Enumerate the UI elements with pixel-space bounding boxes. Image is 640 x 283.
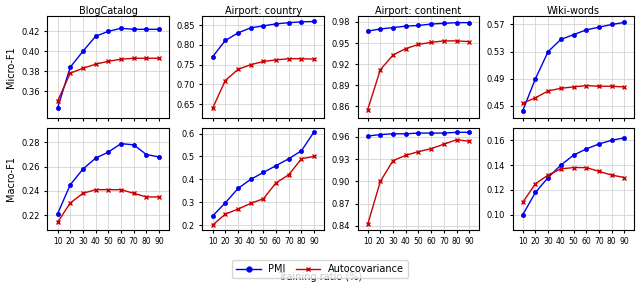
Text: Training ratio (%): Training ratio (%) xyxy=(278,272,362,282)
Title: BlogCatalog: BlogCatalog xyxy=(79,6,138,16)
Title: Airport: country: Airport: country xyxy=(225,6,302,16)
Legend: PMI, Autocovariance: PMI, Autocovariance xyxy=(232,260,408,278)
Title: Airport: continent: Airport: continent xyxy=(375,6,461,16)
Y-axis label: Micro-F1: Micro-F1 xyxy=(6,46,15,88)
Title: Wiki-words: Wiki-words xyxy=(547,6,600,16)
Y-axis label: Macro-F1: Macro-F1 xyxy=(6,156,16,201)
